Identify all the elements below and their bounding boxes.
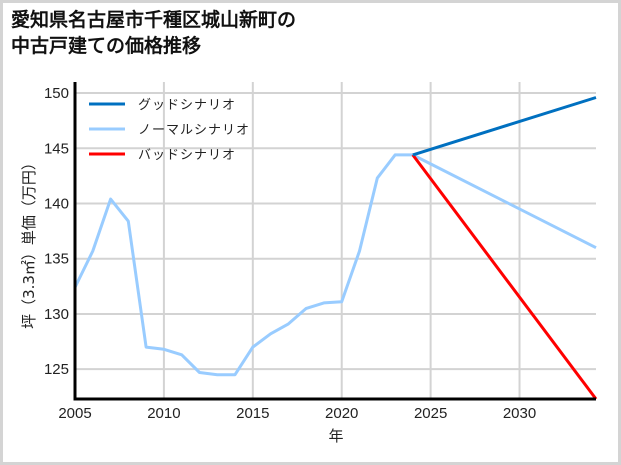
y-tick-label: 135 xyxy=(44,251,69,268)
y-tick-label: 125 xyxy=(44,361,69,378)
x-tick-label: 2015 xyxy=(236,405,269,422)
y-axis-label: 坪（3.3㎡）単価（万円） xyxy=(20,155,38,329)
y-tick-label: 140 xyxy=(44,195,69,212)
y-tick-label: 150 xyxy=(44,85,69,102)
legend-label: ノーマルシナリオ xyxy=(138,123,250,138)
chart-title: 愛知県名古屋市千種区城山新町の 中古戸建ての価格推移 xyxy=(11,7,296,59)
y-tick-label: 145 xyxy=(44,140,69,157)
x-tick-label: 2005 xyxy=(58,405,91,422)
x-tick-label: 2020 xyxy=(325,405,358,422)
chart-title-line-1: 愛知県名古屋市千種区城山新町の xyxy=(11,9,297,31)
x-tick-label: 2025 xyxy=(414,405,447,422)
legend-label: グッドシナリオ xyxy=(138,98,236,113)
x-tick-label: 2030 xyxy=(503,405,536,422)
tick-labels: 2005 2010 2015 2020 2025 2030 125 130 135 140 145 1… xyxy=(44,85,536,422)
axes xyxy=(73,82,596,401)
x-tick-label: 2010 xyxy=(147,405,180,422)
series-line xyxy=(412,96,597,157)
x-axis-label: 年 xyxy=(328,427,343,445)
y-tick-label: 130 xyxy=(44,306,69,323)
series-line xyxy=(412,153,597,250)
data-series xyxy=(73,96,598,400)
chart-title-line-2: 中古戸建ての価格推移 xyxy=(11,35,202,57)
series-line xyxy=(411,153,598,400)
series-line xyxy=(73,153,413,377)
legend-label: バッドシナリオ xyxy=(138,148,236,163)
